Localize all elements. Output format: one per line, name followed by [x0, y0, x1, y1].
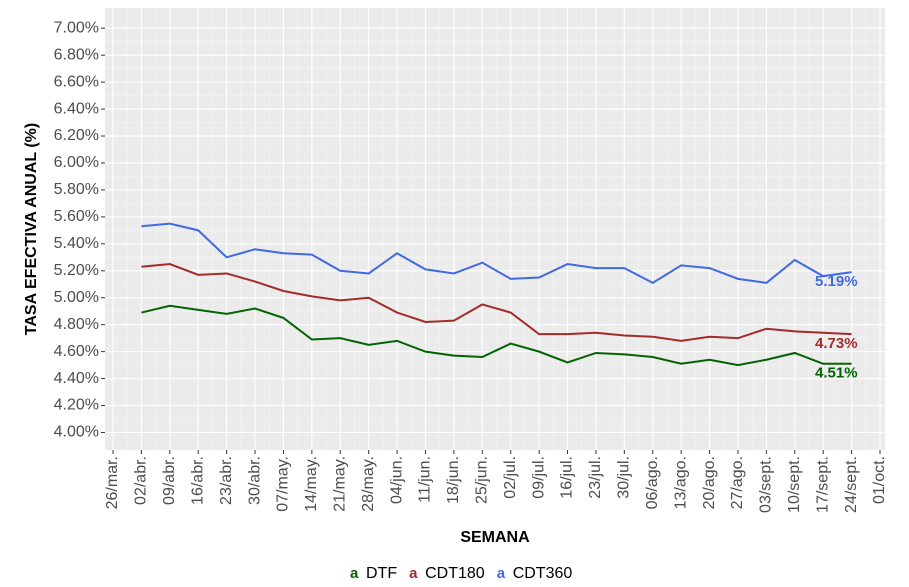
- series-line: [141, 263, 852, 342]
- y-tick-label: 7.00%: [54, 19, 99, 36]
- x-tick-label: 27/ago.: [729, 456, 746, 509]
- y-tick-label: 5.60%: [54, 208, 99, 225]
- legend-key: a: [350, 565, 359, 582]
- x-tick-label: 06/ago.: [644, 456, 661, 509]
- series-line: [141, 304, 852, 367]
- y-axis-title: TASA EFECTIVA ANUAL (%): [23, 123, 40, 335]
- data-label: 4.73%: [815, 335, 858, 352]
- y-tick-label: 5.20%: [54, 262, 99, 279]
- legend-label: CDT180: [425, 565, 485, 582]
- x-tick-label: 30/jul.: [616, 456, 633, 499]
- x-axis-title: SEMANA: [460, 529, 530, 546]
- y-tick-label: 4.20%: [54, 397, 99, 414]
- x-tick-label: 26/mar.: [104, 456, 121, 509]
- y-tick-label: 6.00%: [54, 154, 99, 171]
- x-tick-label: 13/ago.: [672, 456, 689, 509]
- legend-label: DTF: [366, 565, 397, 582]
- x-tick-label: 02/jul.: [502, 456, 519, 499]
- x-tick-label: 11/jun.: [417, 456, 434, 503]
- x-tick-label: 01/oct.: [871, 456, 888, 504]
- y-tick-label: 5.80%: [54, 181, 99, 198]
- data-label: 4.51%: [815, 365, 858, 382]
- x-tick-label: 24/sept.: [843, 456, 860, 513]
- x-tick-label: 18/jun.: [445, 456, 462, 504]
- x-tick-label: 16/jul.: [559, 456, 576, 499]
- x-tick-label: 30/abr.: [246, 456, 263, 505]
- data-label: 5.19%: [815, 273, 858, 290]
- x-tick-label: 09/jul.: [530, 456, 547, 499]
- y-tick-label: 6.40%: [54, 100, 99, 117]
- series-line: [141, 222, 852, 285]
- plot-panel: [105, 8, 885, 450]
- y-tick-label: 6.80%: [54, 46, 99, 63]
- y-tick-label: 6.20%: [54, 127, 99, 144]
- legend-label: CDT360: [513, 565, 573, 582]
- legend-key: a: [497, 565, 506, 582]
- x-tick-label: 16/abr.: [189, 456, 206, 505]
- y-tick-label: 5.40%: [54, 235, 99, 252]
- x-tick-label: 10/sept.: [786, 456, 803, 513]
- x-tick-label: 14/may.: [303, 456, 320, 512]
- x-tick-label: 25/jun.: [474, 456, 491, 504]
- y-tick-label: 4.60%: [54, 343, 99, 360]
- y-tick-label: 4.00%: [54, 424, 99, 441]
- x-tick-label: 21/may.: [331, 456, 348, 512]
- y-tick-label: 4.40%: [54, 370, 99, 387]
- y-tick-label: 6.60%: [54, 73, 99, 90]
- x-tick-label: 04/jun.: [388, 456, 405, 504]
- x-tick-label: 17/sept.: [814, 456, 831, 513]
- x-tick-label: 23/jul.: [587, 456, 604, 499]
- legend-key: a: [409, 565, 418, 582]
- x-tick-label: 28/may.: [360, 456, 377, 512]
- x-tick-label: 07/may.: [275, 456, 292, 512]
- y-tick-label: 5.00%: [54, 289, 99, 306]
- x-tick-label: 02/abr.: [133, 456, 150, 505]
- x-tick-label: 23/abr.: [218, 456, 235, 505]
- y-tick-label: 4.80%: [54, 316, 99, 333]
- x-tick-label: 03/sept.: [758, 456, 775, 513]
- x-tick-label: 09/abr.: [161, 456, 178, 505]
- x-tick-label: 20/ago.: [701, 456, 718, 509]
